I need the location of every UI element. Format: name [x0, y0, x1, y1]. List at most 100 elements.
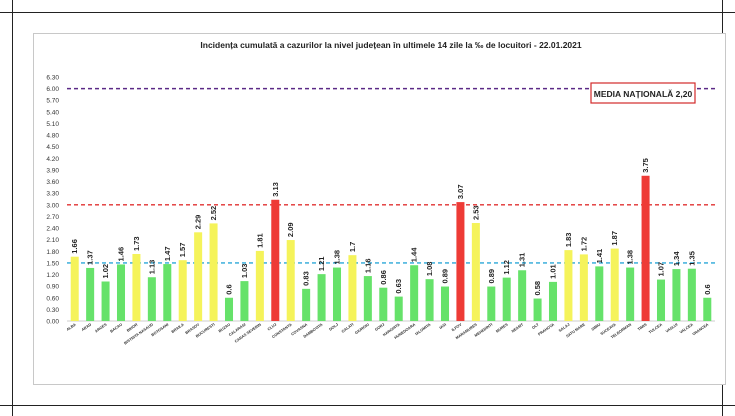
bar: [456, 202, 465, 321]
legend-label: MEDIA NAȚIONALĂ 2,20: [594, 89, 693, 99]
y-axis: 0.00 0.30 0.60 0.90 1.20 1.50 1.80 2.10 2.40 2.70…: [46, 75, 715, 326]
bar-value-label: 0.86: [379, 270, 388, 285]
bar-value-label: 3.07: [456, 184, 465, 199]
category-label: MURES: [495, 322, 509, 333]
category-label: ILFOV: [451, 322, 463, 332]
bar-value-label: 1.13: [147, 260, 156, 275]
bar: [533, 298, 542, 321]
bar: [687, 268, 696, 321]
bars: [70, 175, 712, 321]
bar: [425, 279, 434, 321]
bar: [348, 255, 357, 321]
bar-value-label: 1.21: [317, 257, 326, 272]
y-tick-label: 0.00: [46, 319, 59, 326]
y-tick-label: 1.80: [46, 249, 59, 256]
bar: [363, 276, 372, 321]
category-label: SALAJ: [558, 323, 570, 333]
bar-value-label: 2.53: [471, 205, 480, 220]
bar: [656, 279, 666, 321]
bar-value-label: 2.29: [194, 215, 203, 230]
y-tick-label: 4.20: [46, 156, 59, 163]
bar: [487, 286, 496, 321]
bar: [70, 256, 79, 321]
bar-value-label: 1.07: [657, 262, 666, 277]
chart-container: Incidența cumulată a cazurilor la nivel …: [33, 33, 726, 385]
category-label: GORJ: [374, 323, 385, 332]
bar-value-label: 0.6: [703, 284, 712, 294]
category-label: SIBIU: [591, 322, 602, 331]
y-tick-label: 3.60: [46, 179, 59, 186]
bar-value-label: 1.01: [549, 264, 558, 279]
chart-title: Incidența cumulată a cazurilor la nivel …: [200, 40, 581, 50]
y-tick-label: 2.70: [46, 214, 59, 221]
bar: [194, 232, 203, 321]
y-tick-label: 5.10: [46, 121, 59, 128]
bar: [147, 277, 156, 321]
y-tick-label: 0.60: [46, 295, 59, 302]
bar: [101, 281, 110, 321]
bar-value-label: 2.52: [209, 206, 218, 221]
bar-value-label: 0.63: [394, 279, 403, 294]
y-tick-label: 1.20: [46, 272, 59, 279]
frame-left-line: [12, 0, 13, 416]
bar: [86, 267, 95, 321]
bar: [548, 281, 558, 321]
category-label: ARGES: [94, 322, 108, 333]
bar-chart: Incidența cumulată a cazurilor la nivel …: [33, 33, 726, 385]
bar: [502, 277, 511, 321]
y-tick-label: 6.30: [46, 75, 59, 82]
bar: [163, 264, 172, 321]
bar: [286, 240, 295, 321]
bar: [116, 264, 126, 321]
y-tick-label: 0.90: [46, 284, 59, 291]
y-tick-label: 6.00: [46, 86, 59, 93]
category-label: DOLJ: [328, 323, 339, 332]
bar: [471, 223, 480, 321]
bar: [332, 267, 342, 321]
category-label: GALATI: [341, 323, 355, 334]
bar: [255, 250, 264, 321]
category-label: CLUJ: [267, 323, 277, 332]
bar-value-label: 0.58: [533, 281, 542, 296]
bar: [302, 288, 311, 321]
category-label: NEAMT: [511, 322, 525, 333]
bar-value-label: 1.7: [348, 242, 357, 252]
bar-value-label: 0.83: [302, 271, 311, 286]
bar-value-label: 1.03: [240, 263, 249, 278]
bar-value-label: 1.12: [502, 260, 511, 275]
frame-top-line: [0, 12, 735, 13]
y-tick-label: 3.90: [46, 167, 59, 174]
bar: [240, 281, 249, 321]
category-label: IASI: [439, 323, 447, 331]
bar-value-label: 0.6: [225, 284, 234, 294]
bar-value-label: 1.37: [86, 250, 95, 265]
bar: [579, 254, 588, 321]
category-label: BUZAU: [218, 322, 231, 333]
bar: [641, 175, 650, 321]
y-tick-label: 4.50: [46, 144, 59, 151]
bar: [672, 269, 681, 321]
bar-value-label: 1.08: [425, 262, 434, 277]
y-tick-label: 3.30: [46, 191, 59, 198]
category-label: BACAU: [110, 322, 124, 333]
bar-value-label: 1.41: [595, 249, 604, 264]
frame-bottom-line: [0, 405, 735, 406]
bar-value-label: 0.89: [441, 269, 450, 284]
bar: [317, 274, 326, 321]
bar-value-label: 1.38: [333, 250, 342, 265]
bar: [595, 266, 604, 321]
bar-value-label: 1.44: [410, 247, 419, 262]
bar: [518, 270, 527, 321]
bar: [626, 267, 635, 321]
bar-value-label: 1.02: [101, 264, 110, 279]
bar-value-label: 1.73: [132, 236, 141, 251]
value-labels: 1.66 1.37 1.02 1.46 1.73 1.13 1.47 1.57 2.29 2.52…: [70, 158, 712, 295]
bar-value-label: 2.09: [286, 222, 295, 237]
bar: [132, 253, 141, 321]
bar: [410, 265, 419, 321]
bar-value-label: 1.87: [610, 231, 619, 246]
bar-value-label: 1.35: [687, 251, 696, 266]
bar-value-label: 3.13: [271, 182, 280, 197]
bar: [610, 248, 619, 321]
category-label: OLT: [531, 322, 540, 330]
